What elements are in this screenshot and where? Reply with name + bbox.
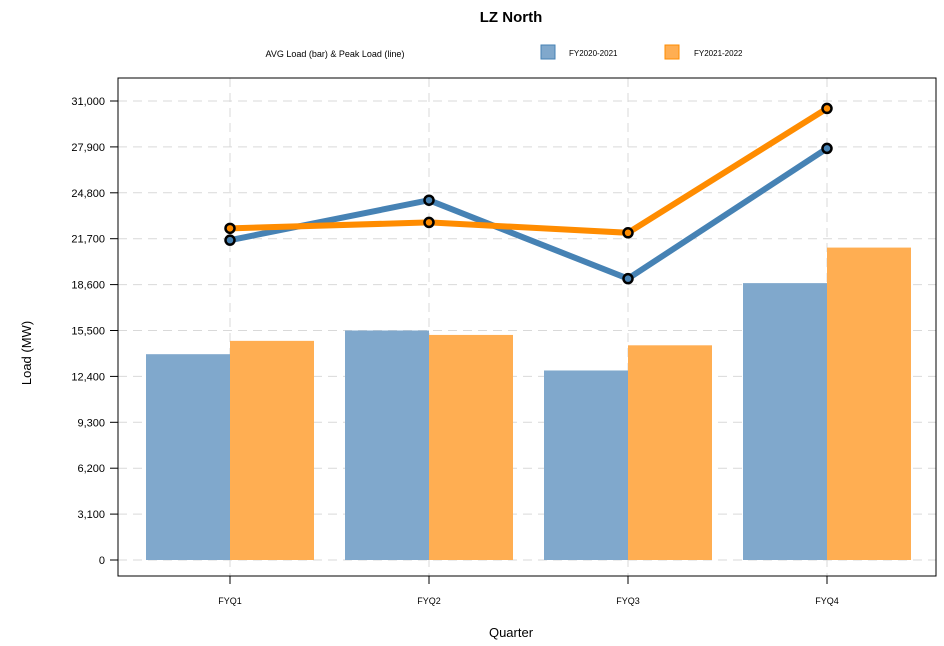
legend-label-fy2021-2022: FY2021-2022 xyxy=(694,49,743,58)
y-tick-label: 31,000 xyxy=(71,96,105,108)
legend: FY2020-2021 FY2021-2022 xyxy=(541,45,743,59)
bar-fy2020-2021-fyq2 xyxy=(345,331,429,561)
x-tick-label: FYQ2 xyxy=(417,596,441,606)
peak-point-fy2020-2021-fyq2 xyxy=(425,196,434,205)
y-tick-label: 3,100 xyxy=(77,509,105,521)
y-tick-label: 15,500 xyxy=(71,326,105,338)
peak-point-fy2021-2022-fyq2 xyxy=(425,218,434,227)
bar-fy2021-2022-fyq4 xyxy=(827,248,911,560)
peak-points xyxy=(226,104,832,283)
y-tick-label: 0 xyxy=(99,555,105,567)
y-tick-label: 24,800 xyxy=(71,188,105,200)
y-tick-label: 12,400 xyxy=(71,371,105,383)
x-tick-label: FYQ1 xyxy=(218,596,242,606)
peak-lines xyxy=(230,108,827,278)
y-axis-ticks: 0 3,100 6,200 9,300 12,400 15,500 18,600 21,700… xyxy=(71,96,118,567)
x-axis-label: Quarter xyxy=(489,625,534,640)
bar-fy2020-2021-fyq3 xyxy=(544,370,628,560)
y-tick-label: 9,300 xyxy=(77,417,105,429)
legend-swatch-fy2021-2022 xyxy=(665,45,679,59)
bar-fy2021-2022-fyq3 xyxy=(628,345,712,560)
y-tick-label: 21,700 xyxy=(71,234,105,246)
legend-swatch-fy2020-2021 xyxy=(541,45,555,59)
y-tick-label: 18,600 xyxy=(71,280,105,292)
bar-fy2020-2021-fyq1 xyxy=(146,354,230,560)
bar-fy2021-2022-fyq1 xyxy=(230,341,314,560)
x-axis-ticks: FYQ1 FYQ2 FYQ3 FYQ4 xyxy=(218,576,839,606)
chart-title: LZ North xyxy=(480,9,542,26)
bar-fy2020-2021-fyq4 xyxy=(743,283,827,560)
bar-fy2021-2022-fyq2 xyxy=(429,335,513,560)
legend-label-fy2020-2021: FY2020-2021 xyxy=(569,49,618,58)
bars xyxy=(146,248,911,560)
peak-line-fy2020-2021 xyxy=(230,148,827,278)
y-axis-label: Load (MW) xyxy=(19,321,34,385)
x-tick-label: FYQ3 xyxy=(616,596,640,606)
peak-point-fy2020-2021-fyq4 xyxy=(823,144,832,153)
peak-point-fy2021-2022-fyq4 xyxy=(823,104,832,113)
peak-point-fy2020-2021-fyq1 xyxy=(226,236,235,245)
peak-line-fy2021-2022 xyxy=(230,108,827,232)
y-tick-label: 6,200 xyxy=(77,463,105,475)
chart-subtitle: AVG Load (bar) & Peak Load (line) xyxy=(266,49,405,59)
y-tick-label: 27,900 xyxy=(71,142,105,154)
peak-point-fy2020-2021-fyq3 xyxy=(624,274,633,283)
x-tick-label: FYQ4 xyxy=(815,596,839,606)
peak-point-fy2021-2022-fyq1 xyxy=(226,224,235,233)
peak-point-fy2021-2022-fyq3 xyxy=(624,228,633,237)
